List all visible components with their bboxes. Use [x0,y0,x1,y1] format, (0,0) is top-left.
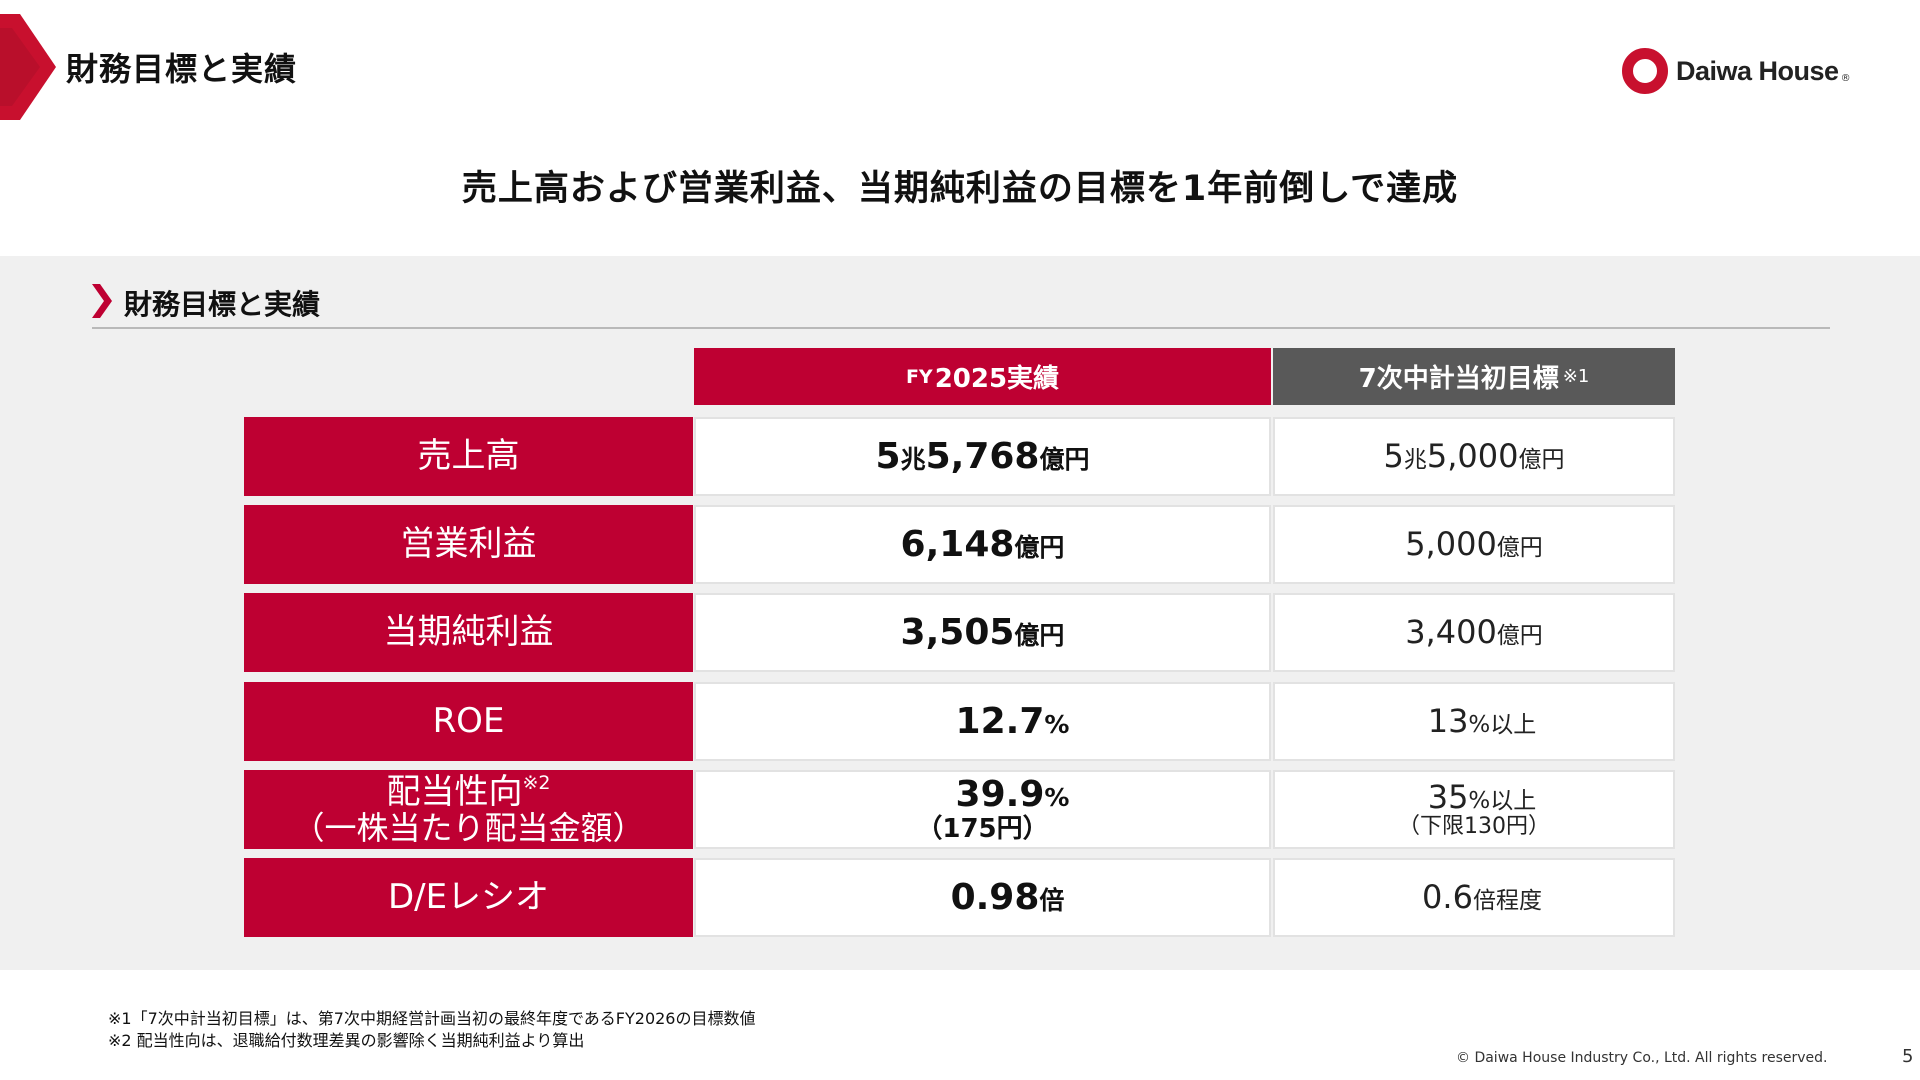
value: 35 [1427,777,1469,816]
section-chevron-icon [92,284,112,318]
cell-payout-ratio-target: 35%以上 （下限130円） [1273,770,1675,849]
sub-value: （下限130円） [1398,814,1550,839]
footnote-1: ※1「7次中計当初目標」は、第7次中期経営計画当初の最終年度であるFY2026の… [108,1009,756,1028]
unit-part: 兆 [900,444,926,474]
value-part: 5 [1383,436,1404,475]
copyright: © Daiwa House Industry Co., Ltd. All rig… [1456,1050,1828,1066]
cell-net-income-actual: 3,505億円 [694,593,1271,672]
row-label-note: ※2 [522,771,551,794]
column-header-actual-prefix: FY [905,365,933,388]
value: 6,148 [900,523,1015,565]
headline: 売上高および営業利益、当期純利益の目標を1年前倒しで達成 [461,169,1459,209]
value: 5,000 [1405,524,1497,563]
cell-revenue-target: 5兆5,000億円 [1273,417,1675,496]
row-label-text: 配当性向 [386,771,523,812]
unit-part: 億円 [1039,444,1090,474]
unit: 億円 [1014,532,1065,562]
column-header-target: 7次中計当初目標 ※1 [1273,348,1675,405]
unit: % [1044,709,1070,739]
row-label-de-ratio: D/Eレシオ [244,858,693,937]
section-title: 財務目標と実績 [124,288,321,321]
unit: % [1044,783,1070,813]
row-label-payout-ratio: 配当性向※2 （一株当たり配当金額） [244,770,693,849]
cell-roe-target: 13%以上 [1273,682,1675,761]
page-number: 5 [1902,1046,1914,1067]
row-label-revenue: 売上高 [244,417,693,496]
slide-title: 財務目標と実績 [66,50,298,88]
sub-value: （175円） [916,814,1049,844]
row-label-text: 売上高 [417,436,520,477]
cell-revenue-actual: 5兆5,768億円 [694,417,1271,496]
logo-ring-icon [1622,48,1668,94]
unit: 倍 [1039,885,1065,915]
value-part: 5,768 [925,435,1040,477]
section-divider [92,327,1830,329]
value-part: 5 [875,435,901,477]
cell-net-income-target: 3,400億円 [1273,593,1675,672]
column-header-target-note: ※1 [1562,366,1590,387]
row-label-text: 営業利益 [400,524,537,565]
logo-text: Daiwa House [1676,55,1839,86]
value: 39.9 [955,774,1045,816]
value: 12.7 [955,700,1045,742]
cell-roe-actual: 12.7% [694,682,1271,761]
cell-de-ratio-target: 0.6倍程度 [1273,858,1675,937]
value: 0.98 [950,876,1040,918]
daiwa-house-logo: Daiwa House ® [1622,48,1851,94]
row-label-roe: ROE [244,682,693,761]
cell-payout-ratio-actual: 39.9% （175円） [694,770,1271,849]
row-label-text: D/Eレシオ [387,877,550,918]
row-label-net-income: 当期純利益 [244,593,693,672]
column-header-actual-label: 2025実績 [934,364,1060,394]
cell-operating-profit-target: 5,000億円 [1273,505,1675,584]
footnote-2: ※2 配当性向は、退職給付数理差異の影響除く当期純利益より算出 [108,1031,585,1050]
unit: 億円 [1496,534,1543,561]
value: 3,400 [1405,612,1497,651]
value-part: 5,000 [1426,436,1519,475]
column-header-target-label: 7次中計当初目標 [1358,364,1559,394]
row-label-text: ROE [432,701,505,742]
cell-operating-profit-actual: 6,148億円 [694,505,1271,584]
corner-chevron-icon [0,14,56,120]
row-label-operating-profit: 営業利益 [244,505,693,584]
unit: %以上 [1468,787,1537,814]
unit-part: 億円 [1518,446,1565,473]
value: 3,505 [900,611,1015,653]
unit-part: 兆 [1403,446,1427,473]
cell-de-ratio-actual: 0.98倍 [694,858,1271,937]
value: 13 [1427,701,1469,740]
unit: 億円 [1014,620,1065,650]
unit: 億円 [1496,622,1543,649]
column-header-actual: FY 2025実績 [694,348,1271,405]
unit: %以上 [1468,711,1537,738]
unit: 倍程度 [1472,887,1542,914]
row-label-text: 当期純利益 [383,612,554,653]
row-label-subtext: （一株当たり配当金額） [292,808,645,847]
value: 0.6 [1422,877,1473,916]
logo-registered-mark: ® [1840,72,1851,84]
